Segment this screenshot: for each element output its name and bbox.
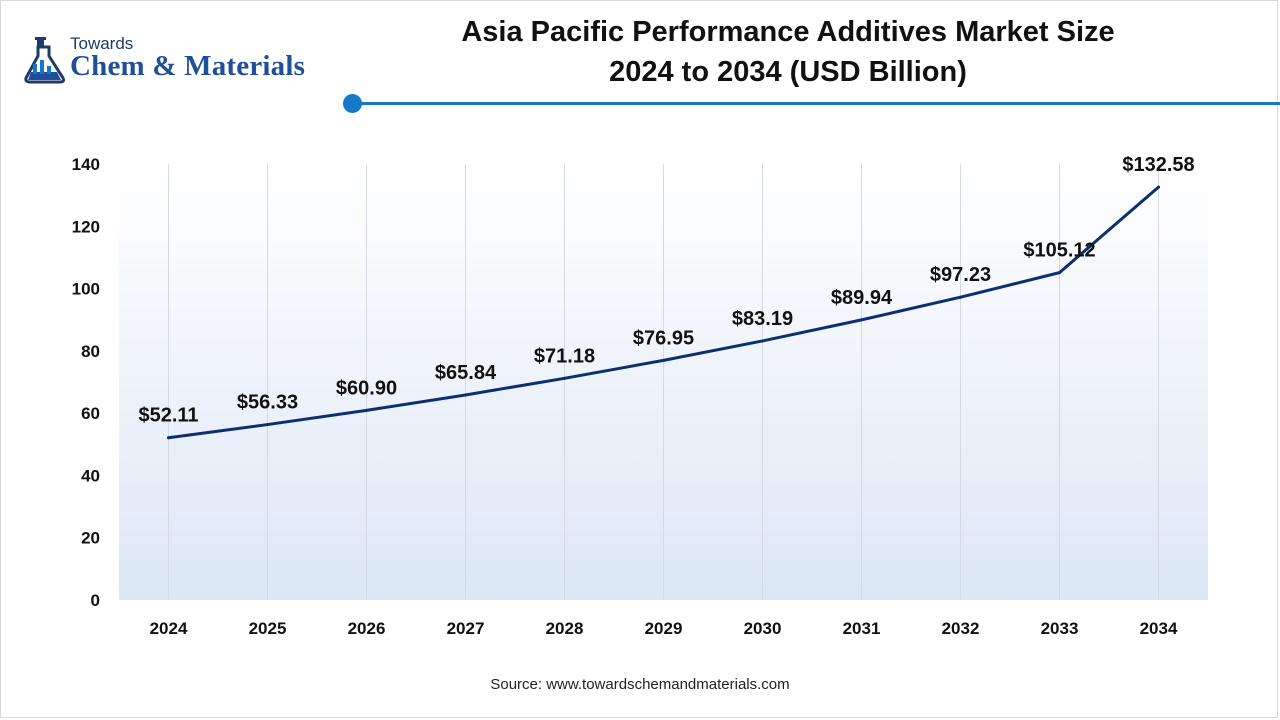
data-point-2034: [1157, 185, 1160, 189]
y-tick-label-100: 100: [72, 280, 100, 299]
x-tick-label-2030: 2030: [744, 619, 782, 638]
brand-logo: Towards Chem & Materials: [22, 34, 342, 90]
data-point-2027: [464, 393, 467, 397]
y-tick-label-0: 0: [91, 591, 100, 610]
data-point-2024: [167, 436, 170, 440]
source-note: Source: www.towardschemandmaterials.com: [490, 676, 790, 693]
data-point-2033: [1058, 271, 1061, 275]
x-tick-label-2025: 2025: [249, 619, 287, 638]
x-tick-label-2028: 2028: [546, 619, 584, 638]
data-label-2032: $97.23: [930, 264, 991, 286]
header-rule: [360, 102, 1280, 105]
header-rule-dot: [343, 94, 362, 113]
y-tick-label-140: 140: [72, 155, 100, 174]
x-tick-label-2027: 2027: [447, 619, 485, 638]
brand-line2: Chem & Materials: [70, 50, 306, 82]
data-label-2029: $76.95: [633, 327, 694, 349]
data-label-2025: $56.33: [237, 392, 298, 414]
data-point-2026: [365, 408, 368, 412]
data-point-2025: [266, 423, 269, 427]
data-label-2034: $132.58: [1122, 154, 1194, 176]
y-tick-label-60: 60: [81, 404, 100, 423]
data-point-2032: [959, 295, 962, 299]
x-tick-label-2029: 2029: [645, 619, 683, 638]
flask-icon: [24, 37, 66, 84]
x-tick-label-2034: 2034: [1140, 619, 1178, 638]
data-point-2031: [860, 318, 863, 322]
data-label-2024: $52.11: [138, 405, 198, 427]
x-tick-label-2031: 2031: [843, 619, 881, 638]
data-label-2031: $89.94: [831, 287, 893, 309]
chart-title: Asia Pacific Performance Additives Marke…: [370, 12, 1206, 92]
data-label-2028: $71.18: [534, 345, 595, 367]
data-label-2026: $60.90: [336, 377, 397, 399]
data-point-2030: [761, 339, 764, 343]
x-tick-label-2033: 2033: [1041, 619, 1079, 638]
data-label-2033: $105.12: [1023, 240, 1095, 262]
x-tick-label-2026: 2026: [348, 619, 386, 638]
data-label-2027: $65.84: [435, 362, 497, 384]
data-label-2030: $83.19: [732, 308, 793, 330]
title-line2: 2024 to 2034 (USD Billion): [609, 56, 967, 88]
x-tick-label-2024: 2024: [150, 619, 188, 638]
data-point-2029: [662, 358, 665, 362]
y-tick-label-120: 120: [72, 217, 100, 236]
title-line1: Asia Pacific Performance Additives Marke…: [461, 16, 1115, 48]
x-tick-label-2032: 2032: [942, 619, 980, 638]
brand-line1: Towards: [70, 34, 134, 53]
y-tick-label-40: 40: [81, 466, 100, 485]
y-tick-label-80: 80: [81, 342, 100, 361]
data-point-2028: [563, 376, 566, 380]
y-tick-label-20: 20: [81, 529, 100, 548]
